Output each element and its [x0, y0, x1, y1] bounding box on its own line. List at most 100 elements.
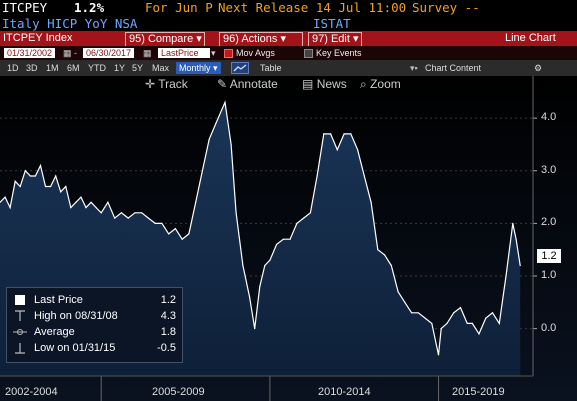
data-point [242, 264, 244, 267]
calendar-icon[interactable]: ▦ [143, 48, 152, 58]
y-tick-label: 0.0 [541, 321, 557, 334]
edit-button[interactable]: 97) Edit ▾ [308, 32, 362, 47]
chart-legend[interactable]: Last Price 1.2 High on 08/31/08 4.3 Averag… [6, 287, 183, 363]
data-point [65, 185, 67, 188]
data-point [471, 322, 473, 324]
data-point [0, 201, 1, 203]
ticker-bar: ITCPEY 1.2% For Jun P Next Release 14 Ju… [0, 0, 577, 16]
data-point [515, 238, 517, 240]
period-5y[interactable]: 5Y [132, 63, 144, 73]
data-point [259, 285, 261, 288]
data-point [95, 207, 97, 209]
period-3d[interactable]: 3D [26, 63, 38, 73]
data-point [446, 322, 448, 324]
legend-low: Low on 01/31/15 -0.5 [7, 341, 182, 355]
compare-button[interactable]: 95) Compare ▾ [125, 32, 205, 47]
data-point [195, 201, 197, 203]
data-point [296, 222, 298, 224]
data-point [491, 312, 494, 314]
chart-type-label[interactable]: Line Chart [505, 32, 556, 44]
data-point [19, 185, 21, 188]
ticker-symbol: ITCPEY [2, 0, 48, 15]
data-point [134, 212, 136, 214]
calendar-icon[interactable]: ▦ [63, 48, 72, 58]
data-point [440, 328, 442, 330]
last-value-marker: 1.2 [537, 249, 561, 263]
data-point [384, 254, 386, 256]
chart-content-button[interactable]: Chart Content [425, 63, 482, 73]
data-point [336, 149, 338, 151]
data-point [363, 175, 365, 177]
data-point [498, 322, 500, 324]
x-group-label: 2002-2004 [5, 386, 58, 398]
data-point [343, 133, 345, 135]
data-point [127, 217, 129, 219]
data-point [411, 312, 413, 314]
data-point [370, 201, 372, 203]
security-field[interactable]: ITCPEY Index [3, 32, 73, 44]
data-point [34, 175, 37, 177]
average-marker-icon [13, 329, 27, 335]
news-button[interactable]: ▤ News [302, 77, 347, 91]
x-group-label: 2010-2014 [318, 386, 371, 398]
track-button[interactable]: ✛ Track [145, 77, 188, 91]
data-point [90, 201, 92, 203]
data-point [485, 317, 487, 319]
ticker-period: For Jun P [145, 0, 213, 15]
high-marker-icon [15, 310, 25, 321]
period-1m[interactable]: 1M [46, 63, 59, 73]
data-point [44, 185, 47, 188]
data-point [417, 312, 419, 314]
data-point [85, 207, 87, 209]
mov-avgs-toggle[interactable]: Mov Avgs [221, 48, 278, 59]
data-point [100, 212, 102, 214]
legend-last-price: Last Price 1.2 [7, 293, 182, 307]
frequency-select[interactable]: Monthly ▾ [176, 62, 221, 74]
data-point [330, 133, 332, 135]
pencil-icon: ✎ [217, 77, 228, 91]
data-point [215, 122, 217, 124]
data-point [505, 275, 507, 277]
data-point [437, 354, 440, 356]
data-point [107, 201, 109, 203]
zoom-button[interactable]: ⌕ Zoom [360, 77, 401, 91]
chevron-down-icon: ▾ [196, 33, 202, 45]
period-ytd[interactable]: YTD [88, 63, 106, 73]
next-release: Next Release 14 Jul 11:00 [218, 0, 407, 15]
period-max[interactable]: Max [152, 63, 170, 73]
line-chart-icon[interactable] [231, 62, 249, 74]
data-point [75, 201, 77, 203]
actions-button[interactable]: 96) Actions ▾ [219, 32, 303, 47]
gear-icon[interactable]: ⚙ [534, 63, 543, 73]
x-group-label: 2015-2019 [452, 386, 505, 398]
legend-average: Average 1.8 [7, 325, 182, 339]
period-1y[interactable]: 1Y [114, 63, 126, 73]
data-point [459, 307, 462, 309]
start-date-input[interactable]: 01/31/2002 [4, 48, 56, 58]
end-date-input[interactable]: 06/30/2017 [83, 48, 135, 58]
data-point [431, 322, 433, 324]
chart-content-icon[interactable]: ▾▪ [410, 63, 418, 73]
data-point [316, 175, 318, 177]
data-point [29, 175, 31, 177]
data-point [276, 243, 278, 245]
data-point [357, 149, 359, 151]
table-button[interactable]: Table [260, 63, 282, 73]
period-6m[interactable]: 6M [67, 63, 80, 73]
period-1d[interactable]: 1D [7, 63, 19, 73]
data-point [181, 238, 183, 240]
data-point [39, 164, 42, 167]
data-point [323, 133, 325, 135]
key-events-toggle[interactable]: Key Events [301, 48, 365, 59]
data-point [154, 222, 156, 224]
chevron-down-icon[interactable]: ▾ [211, 48, 216, 58]
survey: Survey -- [412, 0, 480, 15]
ticker-value: 1.2% [74, 0, 105, 15]
annotate-button[interactable]: ✎ Annotate [217, 77, 278, 91]
field-select[interactable]: LastPrice [158, 48, 210, 58]
data-point [147, 217, 149, 219]
y-tick-label: 3.0 [541, 163, 557, 176]
data-point [404, 301, 406, 303]
data-point [377, 249, 379, 251]
data-point [80, 196, 82, 198]
